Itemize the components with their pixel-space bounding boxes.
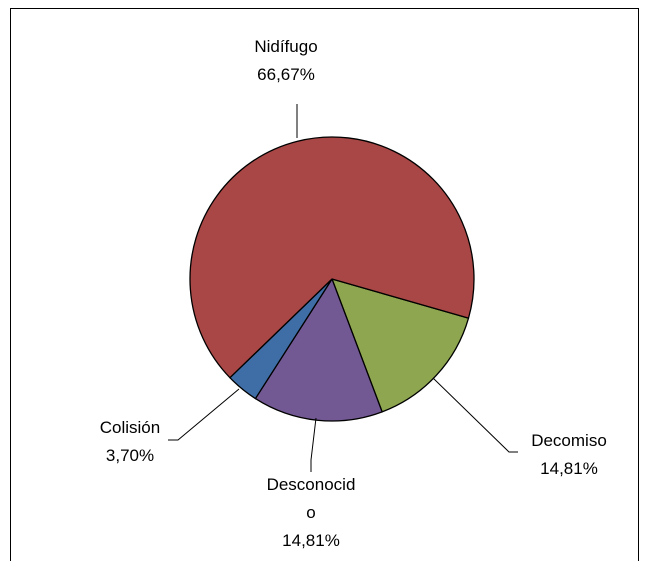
slice-label: Desconocid o 14,81% xyxy=(267,475,356,550)
slice-label: Colisión 3,70% xyxy=(100,418,160,465)
pie-slice-desconocido xyxy=(254,278,383,422)
slice-value-label: 3,70% xyxy=(106,446,154,465)
slice-labels: Nidífugo 66,67% Decomiso 14,81% Desconocid o 1… xyxy=(100,37,607,550)
slice-value-label: 14,81% xyxy=(540,459,598,478)
slice-category-label: Nidífugo xyxy=(254,37,317,56)
pie-slices xyxy=(189,136,475,422)
slice-label: Decomiso 14,81% xyxy=(531,431,607,478)
pie-slice-nidfugo xyxy=(189,136,475,379)
slice-category-label: Decomiso xyxy=(531,431,607,450)
leader-line xyxy=(168,388,240,441)
pie-slice-decomiso xyxy=(331,278,470,413)
leader-line xyxy=(310,417,317,472)
slice-value-label: 66,67% xyxy=(257,65,315,84)
slice-value-label: 14,81% xyxy=(282,531,340,550)
leader-line xyxy=(432,377,518,453)
slice-category-label: o xyxy=(306,503,315,522)
slice-label: Nidífugo 66,67% xyxy=(254,37,317,84)
slice-category-label: Colisión xyxy=(100,418,160,437)
slice-category-label: Desconocid xyxy=(267,475,356,494)
leader-lines xyxy=(168,104,518,472)
